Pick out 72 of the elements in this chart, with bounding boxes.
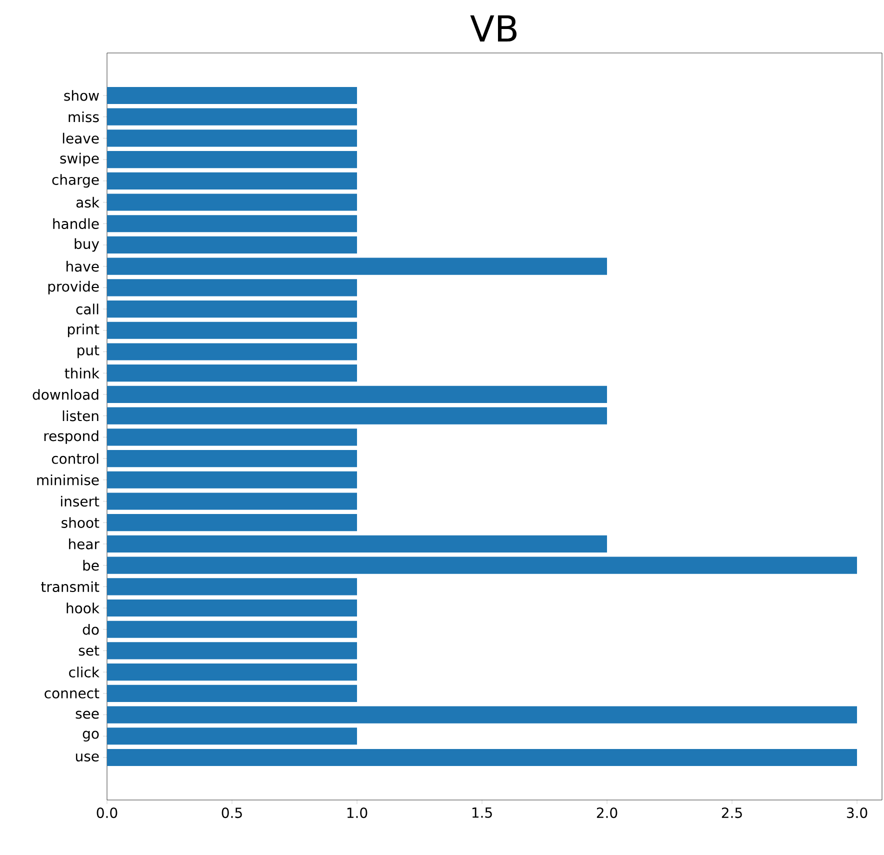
chart-title: VB <box>470 15 517 42</box>
bar <box>107 108 358 126</box>
bar <box>107 450 358 468</box>
bar <box>107 514 358 532</box>
bar <box>107 300 358 318</box>
y-tick-label: respond <box>44 430 98 444</box>
y-tick-label: hear <box>69 538 100 550</box>
bar <box>107 215 358 232</box>
bar <box>107 556 858 574</box>
bar <box>107 492 358 510</box>
y-tick-label: minimise <box>37 474 99 486</box>
y-tick-label: shoot <box>62 517 100 528</box>
y-tick-label: handle <box>53 218 99 230</box>
y-tick-label: buy <box>74 238 100 252</box>
bar <box>107 599 358 617</box>
y-tick-label: miss <box>68 111 99 122</box>
y-tick-label: be <box>83 560 99 571</box>
bar <box>107 471 358 488</box>
y-tick-label: listen <box>62 410 98 422</box>
x-tick-label: 1.0 <box>347 808 368 818</box>
y-tick-label: transmit <box>41 581 100 592</box>
y-tick-label: click <box>69 666 100 678</box>
y-tick-label: swipe <box>60 152 99 166</box>
x-tick-label: 2.5 <box>722 808 742 818</box>
y-tick-label: use <box>76 753 99 762</box>
y-tick-label: think <box>64 368 100 378</box>
bar <box>107 407 608 424</box>
bar <box>107 620 358 638</box>
bar <box>107 258 608 275</box>
bar <box>107 322 358 339</box>
bar <box>107 386 608 403</box>
y-tick-label: download <box>32 389 98 400</box>
y-tick-label: show <box>64 90 99 101</box>
bar <box>107 428 358 446</box>
bar <box>107 664 358 681</box>
bar <box>107 706 858 724</box>
y-tick-label: insert <box>61 496 100 507</box>
bar <box>107 364 358 382</box>
y-tick-label: go <box>82 730 99 742</box>
bar <box>107 130 358 147</box>
y-tick-label: ask <box>76 196 100 208</box>
bar <box>107 172 358 190</box>
y-tick-label: control <box>52 453 98 464</box>
y-tick-label: provide <box>48 280 99 294</box>
y-tick-label: set <box>78 646 100 656</box>
y-tick-label: see <box>76 710 99 719</box>
bar <box>107 578 358 596</box>
y-tick-label: leave <box>62 132 99 144</box>
bar <box>107 748 858 766</box>
y-tick-label: have <box>66 260 99 272</box>
x-tick-label: 0.5 <box>222 808 242 818</box>
y-tick-label: print <box>68 324 100 338</box>
y-tick-label: charge <box>52 174 99 188</box>
bar <box>107 535 608 552</box>
bar <box>107 642 358 660</box>
y-tick-label: connect <box>44 688 100 698</box>
y-tick-label: hook <box>66 602 100 614</box>
y-tick-label: call <box>76 304 98 314</box>
x-tick-label: 2.0 <box>596 808 618 818</box>
bar <box>107 728 358 745</box>
bar <box>107 343 358 360</box>
y-tick-label: put <box>78 345 100 358</box>
bar <box>107 684 358 702</box>
bar <box>107 194 358 211</box>
bar <box>107 86 358 104</box>
bar <box>107 236 358 254</box>
bar <box>107 279 358 296</box>
y-tick-label: do <box>82 624 99 635</box>
x-tick-label: 0.0 <box>96 808 118 818</box>
x-tick-label: 1.5 <box>472 808 492 818</box>
bar <box>107 151 358 168</box>
x-tick-label: 3.0 <box>846 808 868 818</box>
